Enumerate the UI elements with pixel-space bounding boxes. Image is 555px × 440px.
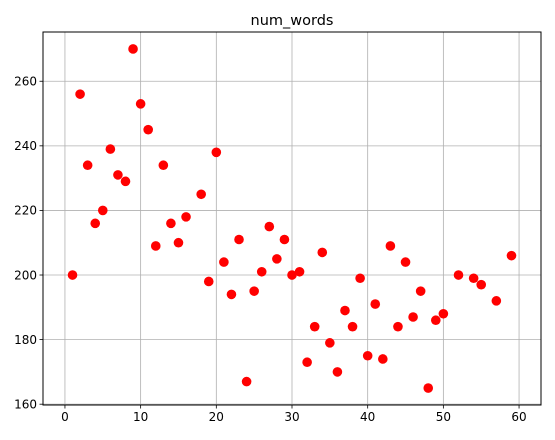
data-point [332, 367, 343, 377]
chart-title: num_words [251, 13, 334, 29]
x-tick-label: 20 [209, 410, 224, 424]
data-point [105, 144, 116, 154]
data-point [325, 338, 335, 348]
data-point [226, 289, 237, 300]
data-point [181, 212, 191, 222]
data-point [400, 257, 411, 267]
data-point [173, 237, 184, 248]
data-point [438, 308, 449, 319]
x-tick-label: 0 [61, 410, 69, 424]
x-tick-label: 60 [511, 410, 526, 424]
data-point [385, 241, 396, 251]
x-tick-label: 40 [360, 410, 375, 424]
grid-layer [43, 32, 541, 405]
data-point [219, 257, 229, 267]
data-point [378, 354, 388, 364]
ticks-layer: 0 10 20 30 40 50 60 160 180 200 220 240 260 [14, 75, 527, 424]
points-layer [67, 44, 517, 393]
y-tick-label: 220 [14, 204, 37, 218]
data-point [128, 44, 138, 54]
x-tick-label: 50 [436, 410, 451, 424]
data-point [249, 286, 259, 296]
data-point [234, 234, 244, 245]
data-point [75, 89, 85, 99]
data-point [211, 147, 222, 158]
data-point [287, 270, 297, 280]
data-point [150, 241, 161, 251]
data-point [196, 189, 206, 200]
data-point [241, 376, 252, 387]
data-point [430, 315, 441, 326]
data-point [423, 383, 434, 393]
data-point [143, 124, 154, 135]
data-point [256, 266, 267, 277]
data-point [113, 170, 123, 180]
data-point [309, 321, 320, 332]
y-tick-label: 180 [14, 333, 37, 347]
y-tick-label: 200 [14, 268, 37, 282]
data-point [294, 266, 305, 277]
x-tick-label: 30 [284, 410, 299, 424]
data-point [347, 321, 358, 332]
data-point [90, 218, 101, 229]
data-point [408, 312, 418, 322]
data-point [468, 273, 479, 284]
data-point [393, 321, 403, 332]
data-point [355, 273, 365, 284]
data-point [135, 99, 146, 109]
data-point [97, 205, 108, 216]
data-point [67, 270, 78, 280]
data-point [453, 270, 464, 280]
data-point [158, 160, 169, 171]
data-point [362, 350, 373, 361]
data-point [476, 279, 487, 290]
y-tick-label: 240 [14, 139, 37, 153]
data-point [264, 221, 275, 232]
data-point [82, 160, 93, 171]
data-point [415, 286, 426, 296]
data-point [203, 276, 214, 287]
x-tick-label: 10 [133, 410, 148, 424]
data-point [317, 247, 328, 258]
data-point [279, 234, 290, 245]
data-point [302, 357, 312, 368]
data-point [340, 305, 350, 316]
data-point [370, 299, 381, 309]
data-point [506, 250, 517, 261]
data-point [272, 254, 282, 264]
y-tick-label: 260 [14, 75, 37, 89]
y-tick-label: 160 [14, 397, 37, 411]
data-point [120, 176, 131, 187]
data-point [491, 296, 502, 306]
data-point [166, 218, 176, 229]
